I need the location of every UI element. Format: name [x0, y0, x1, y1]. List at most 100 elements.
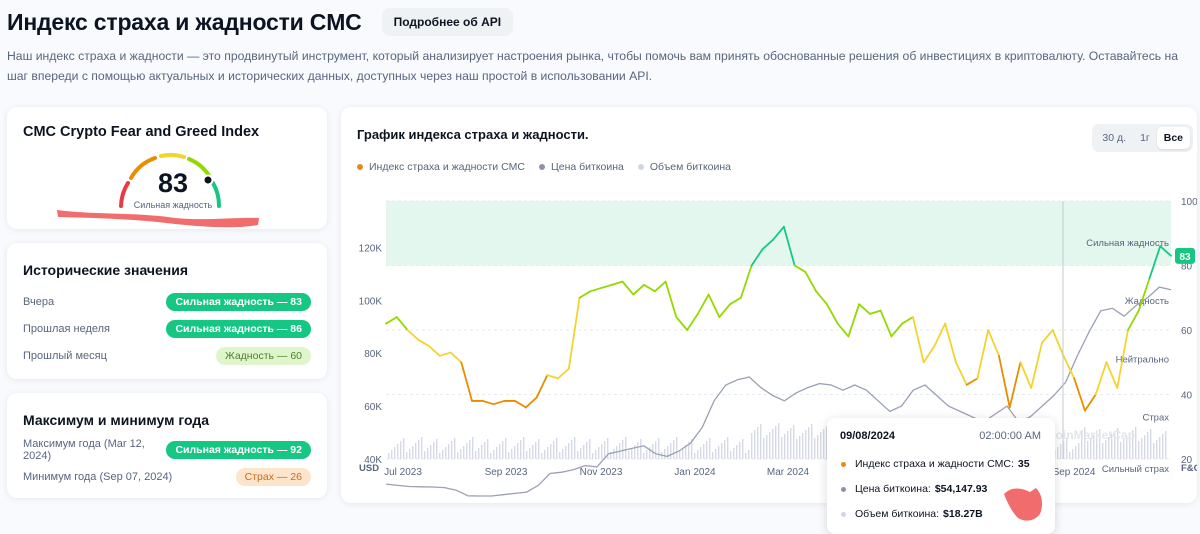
volume-bar — [454, 438, 456, 459]
volume-bar — [775, 426, 777, 459]
volume-bar — [562, 449, 564, 459]
index-line-segment — [955, 361, 968, 386]
volume-bar — [634, 445, 636, 459]
gauge: 83 Сильная жадность — [119, 152, 222, 210]
tooltip-volume-row: Объем биткоина: $18.27B — [827, 508, 1055, 520]
current-value-text: 83 — [1179, 252, 1191, 263]
yearly-high-low-card: Максимум и минимум года Максимум года (M… — [7, 393, 327, 498]
index-line-segment — [933, 322, 947, 348]
index-line-segment — [557, 367, 570, 380]
volume-bar — [598, 447, 600, 459]
volume-bar — [1138, 441, 1140, 459]
index-line-segment — [1094, 361, 1108, 396]
volume-bar — [451, 441, 453, 459]
index-line-segment — [589, 287, 602, 293]
volume-bar — [1087, 441, 1089, 459]
index-line-segment — [449, 351, 463, 364]
index-line-segment — [901, 316, 914, 325]
right-tick-label: 40 — [1181, 391, 1193, 402]
index-line-segment — [998, 354, 1011, 409]
volume-bar — [484, 442, 486, 459]
legend-item-index[interactable]: Индекс страха и жадности CMC — [357, 161, 525, 173]
volume-bar — [442, 450, 444, 459]
volume-bar — [748, 450, 750, 459]
volume-bar — [772, 429, 774, 459]
fear-greed-chart[interactable]: 20 40 60 80 100 40K 60K 80K 100K 120K USD F&G Jul 20… — [341, 107, 1197, 503]
volume-bar — [637, 442, 639, 459]
legend-label: Объем биткоина — [649, 161, 732, 173]
volume-bar — [694, 453, 696, 459]
index-line-segment — [632, 283, 645, 296]
volume-bar — [733, 448, 735, 459]
volume-bar — [682, 448, 684, 459]
volume-bar — [697, 450, 699, 459]
volume-bar — [655, 441, 657, 459]
volume-bar — [472, 437, 474, 459]
api-info-button[interactable]: Подробнее об API — [381, 8, 514, 36]
volume-bar — [412, 446, 414, 459]
index-line-segment — [675, 316, 688, 331]
volume-bar — [1150, 429, 1152, 459]
legend-item-price[interactable]: Цена биткоина — [538, 161, 624, 173]
legend-item-volume[interactable]: Объем биткоина — [637, 161, 732, 173]
volume-bar — [532, 445, 534, 459]
volume-bar — [460, 449, 462, 459]
volume-bar — [1123, 439, 1125, 459]
volume-bar — [811, 424, 813, 459]
index-dot-icon — [841, 461, 846, 467]
volume-bar — [502, 441, 504, 459]
watermark-text: CoinMarketCap — [1047, 428, 1135, 442]
historical-row-badge: Сильная жадность — 86 — [166, 319, 311, 338]
volume-bar — [1117, 428, 1119, 459]
gauge-needle-dot — [202, 174, 214, 186]
index-line-segment — [428, 345, 441, 357]
index-line-segment — [761, 238, 775, 251]
volume-bar — [1126, 436, 1128, 459]
volume-bar — [766, 435, 768, 459]
historical-row-label: Прошлая неделя — [23, 322, 111, 335]
volume-bar — [592, 453, 594, 459]
range-30d-button[interactable]: 30 д. — [1095, 127, 1133, 149]
volume-bar — [1081, 430, 1083, 459]
index-line-segment — [772, 225, 785, 241]
index-line-segment — [739, 264, 753, 299]
index-line-segment — [847, 303, 861, 338]
tooltip-price-label: Цена биткоина: — [855, 483, 931, 495]
range-1y-button[interactable]: 1г — [1133, 127, 1157, 149]
index-line-segment — [1030, 341, 1043, 389]
index-line-segment — [524, 396, 538, 409]
x-tick-label: Sep 2024 — [1053, 467, 1096, 478]
volume-bar — [1057, 447, 1059, 459]
volume-bar — [727, 437, 729, 459]
volume-bar — [676, 437, 678, 459]
volume-bar — [526, 451, 528, 459]
volume-bar — [463, 446, 465, 459]
volume-bar — [1060, 444, 1062, 459]
volume-bar — [1156, 440, 1158, 459]
index-line-segment — [1127, 309, 1140, 331]
volume-bar — [445, 447, 447, 459]
legend-dot-icon — [637, 164, 644, 171]
index-line-segment — [912, 316, 925, 364]
index-line-segment — [438, 351, 452, 357]
volume-bar — [397, 444, 399, 459]
right-axis-label: F&G — [1181, 463, 1197, 474]
volume-bar — [577, 451, 579, 459]
left-axis-label: USD — [359, 463, 379, 474]
volume-bar — [430, 445, 432, 459]
volume-bar — [517, 443, 519, 459]
volume-bar — [670, 443, 672, 459]
range-all-button[interactable]: Все — [1156, 127, 1190, 149]
volume-bar — [571, 440, 573, 459]
tooltip-price-row: Цена биткоина: $54,147.93 — [827, 483, 1055, 495]
tooltip-volume-label: Объем биткоина: — [855, 508, 940, 520]
volume-bar — [1114, 431, 1116, 459]
historical-row-badge: Жадность — 60 — [216, 346, 311, 365]
index-line-segment — [890, 322, 904, 338]
volume-bar — [673, 440, 675, 459]
index-line-segment — [643, 283, 656, 293]
volume-bar — [604, 441, 606, 459]
zone-label: Страх — [1142, 412, 1169, 423]
index-line-segment — [825, 303, 839, 325]
volume-bar — [691, 439, 693, 459]
